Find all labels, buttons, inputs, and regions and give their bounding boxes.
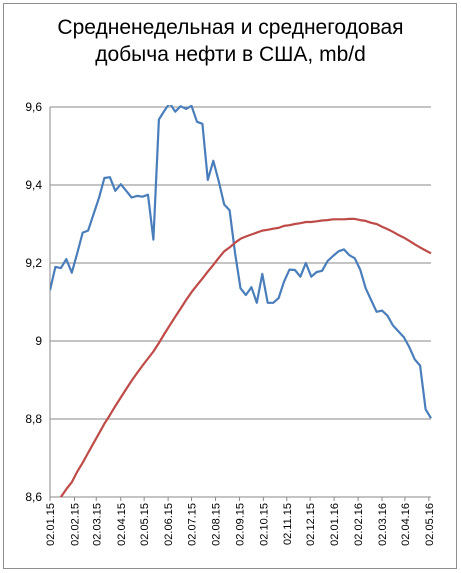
x-tick-label: 02.05.16 — [424, 503, 436, 546]
x-tick-label: 02.02.15 — [69, 503, 81, 546]
x-tick-label: 02.02.16 — [353, 503, 365, 546]
chart-frame — [3, 3, 457, 569]
x-tick-label: 02.07.15 — [187, 503, 199, 546]
y-tick-label: 9,2 — [25, 256, 42, 270]
x-tick-label: 02.01.16 — [329, 503, 341, 546]
x-tick-label: 02.04.16 — [400, 503, 412, 546]
y-tick-label: 9 — [35, 334, 42, 348]
x-tick-label: 02.10.15 — [258, 503, 270, 546]
y-tick-label: 8,8 — [25, 412, 42, 426]
x-tick-label: 02.09.15 — [234, 503, 246, 546]
x-tick-label: 02.06.15 — [163, 503, 175, 546]
x-tick-label: 02.03.16 — [377, 503, 389, 546]
x-tick-label: 02.12.15 — [305, 503, 317, 546]
chart-title-line-2: добыча нефти в США, mb/d — [95, 43, 366, 66]
x-tick-label: 02.05.15 — [139, 503, 151, 546]
y-tick-label: 9,4 — [25, 178, 42, 192]
x-tick-label: 02.11.15 — [282, 503, 294, 545]
y-tick-label: 9,6 — [25, 100, 42, 114]
x-tick-label: 02.04.15 — [116, 503, 128, 546]
series-line-2 — [59, 217, 432, 497]
chart-title: Средненедельная и среднегодовая добыча н… — [0, 14, 461, 68]
x-tick-label: 02.03.15 — [91, 503, 103, 546]
x-tick-label: 02.01.15 — [45, 503, 57, 546]
chart-title-line-1: Средненедельная и среднегодовая — [57, 16, 404, 39]
series-line-1 — [50, 105, 432, 419]
y-tick-label: 8,6 — [25, 490, 42, 504]
x-tick-label: 02.08.15 — [210, 503, 222, 546]
